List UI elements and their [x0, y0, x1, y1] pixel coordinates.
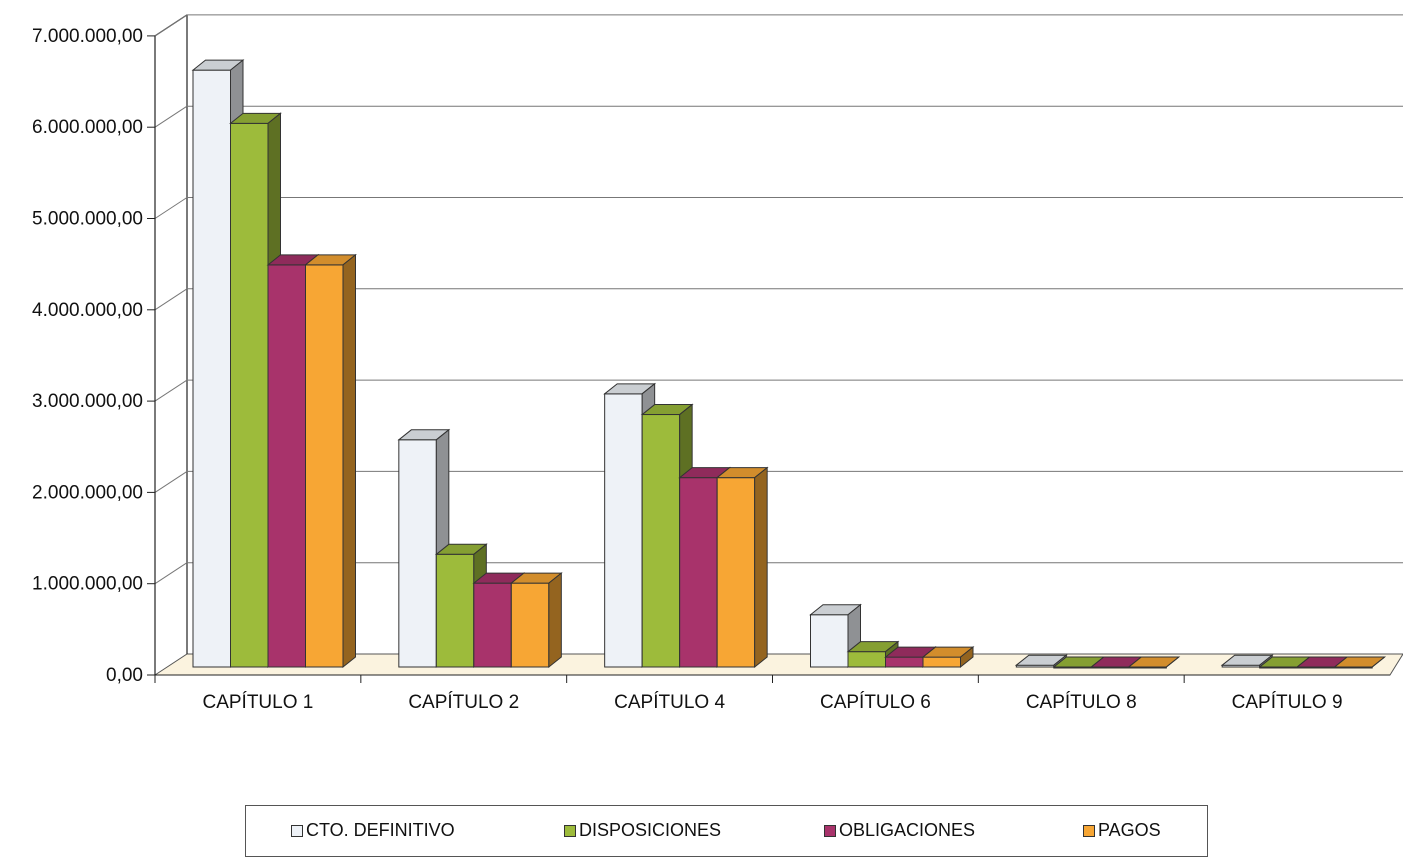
gridline-diagonal	[154, 105, 188, 128]
legend-item-disposiciones: DISPOSICIONES	[564, 820, 721, 841]
gridline-diagonal	[154, 379, 188, 402]
y-tick-label: 3.000.000,00	[32, 391, 143, 412]
legend-label: OBLIGACIONES	[839, 820, 976, 840]
gridlines	[154, 14, 1403, 585]
y-axis: 0,00 1.000.000,00 2.000.000,00 3.000.000,00…	[32, 26, 156, 686]
x-axis: CAPÍTULO 1 CAPÍTULO 2 CAPÍTULO 4 CAPÍTULO 6…	[154, 674, 1390, 713]
gridline-diagonal	[154, 14, 188, 37]
y-tick-label: 2.000.000,00	[32, 482, 143, 503]
y-tick-label: 0,00	[106, 665, 143, 686]
x-tick-label: CAPÍTULO 8	[1026, 692, 1137, 713]
bar-pagos-capitulo-4	[715, 466, 769, 669]
bar-pagos-capitulo-9	[1333, 656, 1387, 669]
y-tick-label: 7.000.000,00	[32, 26, 143, 47]
x-tick-label: CAPÍTULO 9	[1232, 692, 1343, 713]
bar-pagos-capitulo-8	[1127, 656, 1181, 669]
legend-item-obligaciones: OBLIGACIONES	[824, 820, 975, 841]
x-tick-label: CAPÍTULO 2	[408, 692, 519, 713]
bar-pagos-capitulo-1	[304, 253, 357, 669]
legend-swatch-disposiciones	[564, 824, 576, 837]
legend: CTO. DEFINITIVO DISPOSICIONES OBLIGACION…	[245, 805, 1208, 857]
legend-swatch-obligaciones	[824, 824, 836, 837]
gridline-diagonal	[154, 562, 188, 585]
bars	[191, 59, 1387, 669]
gridline-diagonal	[154, 197, 188, 219]
legend-item-cto-definitivo: CTO. DEFINITIVO	[291, 820, 455, 841]
legend-label: CTO. DEFINITIVO	[306, 820, 455, 840]
legend-label: PAGOS	[1098, 820, 1161, 840]
legend-item-pagos: PAGOS	[1083, 820, 1161, 841]
legend-swatch-cto-definitivo	[291, 824, 303, 837]
gridline-diagonal	[154, 288, 188, 311]
gridline-diagonal	[154, 470, 188, 493]
y-tick-label: 5.000.000,00	[32, 209, 143, 230]
y-tick-label: 6.000.000,00	[32, 117, 143, 138]
x-tick-label: CAPÍTULO 1	[202, 692, 313, 713]
back-wall	[187, 14, 1403, 654]
legend-label: DISPOSICIONES	[579, 820, 722, 840]
x-tick-label: CAPÍTULO 4	[614, 692, 725, 713]
bar-pagos-capitulo-2	[509, 572, 563, 669]
x-tick-label: CAPÍTULO 6	[820, 692, 931, 713]
bar-pagos-capitulo-6	[921, 646, 975, 669]
bar-disposiciones-capitulo-2	[434, 543, 488, 669]
legend-swatch-pagos	[1083, 824, 1095, 837]
y-tick-label: 1.000.000,00	[32, 574, 143, 595]
y-tick-label: 4.000.000,00	[32, 300, 143, 321]
